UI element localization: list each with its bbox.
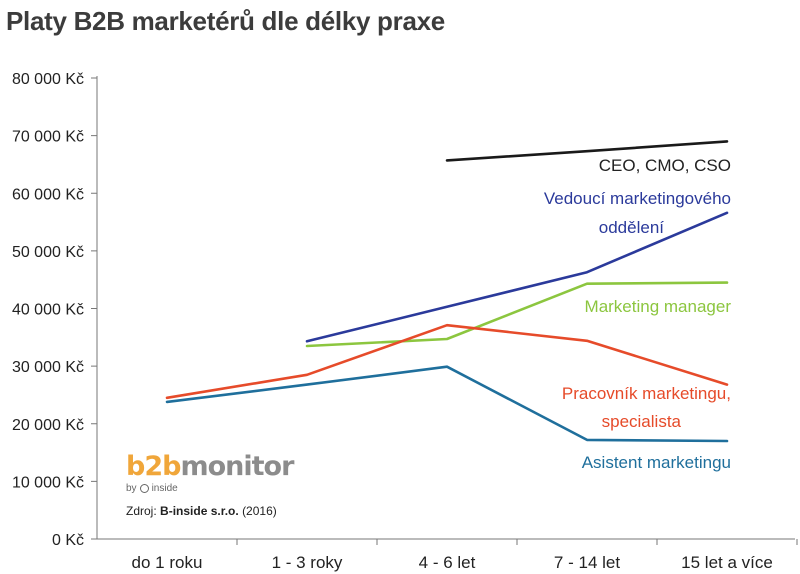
series-label: CEO, CMO, CSO [599, 156, 731, 175]
series-line [305, 281, 729, 348]
series-label: Marketing manager [585, 297, 732, 316]
inside-logo-icon [139, 484, 149, 493]
y-tick-label: 50 000 Kč [12, 244, 84, 261]
series-label: Vedoucí marketingového [544, 189, 731, 208]
logo-byline-by: by [126, 483, 137, 494]
x-tick-label: 7 - 14 let [554, 553, 620, 572]
x-tick-label: do 1 roku [132, 553, 203, 572]
x-tick-label: 15 let a více [681, 553, 773, 572]
y-tick-label: 60 000 Kč [12, 186, 84, 203]
series-label: Asistent marketingu [582, 453, 731, 472]
y-tick-label: 30 000 Kč [12, 359, 84, 376]
b2bmonitor-logo: b2bmonitor by inside [126, 451, 294, 495]
logo-part-b2b: b2b [126, 451, 181, 482]
series-label: specialista [602, 412, 682, 431]
series-line [165, 323, 729, 400]
series-labels: CEO, CMO, CSO Vedoucí marketingového odděl… [544, 156, 731, 472]
source-note: Zdroj: B-inside s.r.o. (2016) [126, 504, 277, 518]
source-org: B-inside s.r.o. [160, 504, 239, 518]
y-tick-label: 40 000 Kč [12, 302, 84, 319]
series-label: oddělení [599, 218, 665, 237]
y-tick-label: 10 000 Kč [12, 474, 84, 491]
x-axis-ticks: do 1 roku 1 - 3 roky 4 - 6 let 7 - 14 let 15… [132, 539, 798, 572]
series-line [445, 140, 729, 162]
series-line [305, 211, 729, 343]
series-label: Pracovník marketingu, [562, 384, 731, 403]
chart-title: Platy B2B marketérů dle délky praxe [6, 6, 445, 36]
x-tick-label: 4 - 6 let [419, 553, 476, 572]
chart-axes [96, 76, 795, 540]
series-lines [165, 140, 729, 443]
y-tick-label: 20 000 Kč [12, 417, 84, 434]
source-prefix: Zdroj: [126, 504, 157, 518]
x-tick-label: 1 - 3 roky [272, 553, 343, 572]
source-year: (2016) [242, 504, 277, 518]
logo-byline-brand: inside [151, 483, 178, 494]
logo-byline: by inside [126, 483, 293, 494]
y-tick-label: 70 000 Kč [12, 129, 84, 146]
y-tick-label: 80 000 Kč [12, 71, 84, 88]
series-line [165, 365, 729, 443]
logo-part-monitor: monitor [180, 451, 294, 482]
y-axis-ticks: 0 Kč 10 000 Kč 20 000 Kč 30 000 Kč 40 000 Kč… [12, 71, 97, 549]
logo-wordmark: b2bmonitor [126, 451, 294, 482]
y-tick-label: 0 Kč [52, 532, 84, 549]
